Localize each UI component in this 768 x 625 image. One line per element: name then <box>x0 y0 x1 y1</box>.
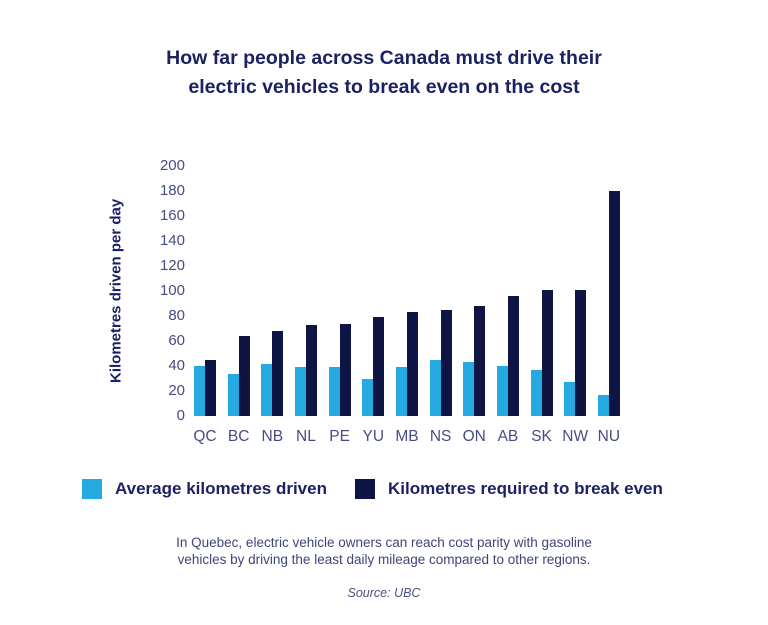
y-tick-0: 0 <box>176 407 185 424</box>
y-tick-40: 40 <box>168 357 185 374</box>
y-tick-180: 180 <box>159 182 185 199</box>
bar-driven-nb <box>261 363 273 416</box>
y-tick-100: 100 <box>159 282 185 299</box>
bar-group-on: ON <box>463 166 486 445</box>
x-label-ns: NS <box>429 428 452 445</box>
bar-breakeven-mb <box>406 312 418 416</box>
y-tick-60: 60 <box>168 332 185 349</box>
chart-title: How far people across Canada must drive … <box>0 44 768 102</box>
y-tick-120: 120 <box>159 257 185 274</box>
y-tick-160: 160 <box>159 207 185 224</box>
bar-breakeven-yu <box>373 317 385 416</box>
legend-label-breakeven: Kilometres required to break even <box>387 479 663 498</box>
x-label-ab: AB <box>497 428 519 445</box>
bar-breakeven-bc <box>238 336 250 416</box>
legend-swatch-breakeven <box>354 479 375 499</box>
legend: Average kilometres driven Kilometres requ… <box>82 479 663 499</box>
y-tick-200: 200 <box>159 157 185 174</box>
bar-group-nb: NB <box>261 166 284 445</box>
footnote: In Quebec, electric vehicle owners can r… <box>0 534 768 568</box>
bar-breakeven-nw <box>575 289 587 416</box>
bar-group-ab: AB <box>496 166 519 445</box>
bar-group-pe: PE <box>328 166 351 445</box>
y-tick-80: 80 <box>168 307 185 324</box>
bar-group-yu: YU <box>362 166 385 445</box>
bar-breakeven-pe <box>339 323 351 416</box>
bar-group-bc: BC <box>227 166 250 445</box>
bar-group-nw: NW <box>562 166 588 445</box>
bar-breakeven-ab <box>507 296 519 416</box>
bar-driven-nw <box>564 382 576 416</box>
bar-driven-ab <box>496 366 508 416</box>
bar-driven-pe <box>328 367 340 416</box>
source-note: Source: UBC <box>347 586 421 600</box>
bar-breakeven-on <box>474 306 486 416</box>
y-axis-title: Kilometres driven per day <box>107 198 125 384</box>
bar-breakeven-sk <box>541 289 553 416</box>
bar-group-sk: SK <box>530 166 553 445</box>
x-label-bc: BC <box>227 428 250 445</box>
x-label-qc: QC <box>193 428 217 445</box>
y-tick-140: 140 <box>159 232 185 249</box>
bar-driven-on <box>463 362 475 416</box>
bar-group-ns: NS <box>429 166 452 445</box>
x-label-mb: MB <box>395 428 419 445</box>
chart-title-line2: electric vehicles to break even on the c… <box>188 76 580 98</box>
bar-group-mb: MB <box>395 166 419 445</box>
bar-group-nl: NL <box>294 166 317 445</box>
bar-breakeven-nl <box>305 324 317 416</box>
bar-driven-mb <box>395 367 407 416</box>
x-label-nw: NW <box>562 428 589 445</box>
bar-driven-nu <box>597 394 609 416</box>
bar-driven-ns <box>429 359 441 416</box>
x-label-pe: PE <box>329 428 350 445</box>
plot-area: QC BC NB NL PE YU MB NS ON AB SK NW NU <box>193 166 620 445</box>
legend-label-driven: Average kilometres driven <box>115 479 327 498</box>
bar-breakeven-qc <box>205 359 216 416</box>
bar-group-qc: QC <box>193 166 217 445</box>
bar-breakeven-nu <box>608 191 620 416</box>
bar-driven-nl <box>294 367 306 416</box>
x-label-yu: YU <box>362 428 385 445</box>
footnote-line2: vehicles by driving the least daily mile… <box>177 552 591 567</box>
legend-item-driven: Average kilometres driven <box>82 479 327 499</box>
x-label-nu: NU <box>597 428 621 445</box>
x-label-nl: NL <box>296 428 316 445</box>
bar-driven-yu <box>362 378 374 416</box>
bar-driven-qc <box>194 366 205 416</box>
chart-title-line1: How far people across Canada must drive … <box>166 47 602 69</box>
bar-driven-sk <box>530 369 542 416</box>
legend-item-breakeven: Kilometres required to break even <box>354 479 663 499</box>
legend-swatch-driven <box>82 479 102 499</box>
y-tick-20: 20 <box>168 382 185 399</box>
bar-group-nu: NU <box>597 166 620 445</box>
x-label-on: ON <box>462 428 486 445</box>
bar-breakeven-ns <box>440 309 452 416</box>
x-label-nb: NB <box>261 428 284 445</box>
bar-driven-bc <box>227 373 239 416</box>
x-label-sk: SK <box>531 428 552 445</box>
footnote-line1: In Quebec, electric vehicle owners can r… <box>176 535 592 550</box>
y-axis-ticks: 0 20 40 60 80 100 120 140 160 180 200 <box>128 157 185 424</box>
bar-breakeven-nb <box>272 331 284 416</box>
